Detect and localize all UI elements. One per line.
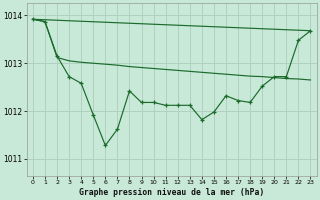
X-axis label: Graphe pression niveau de la mer (hPa): Graphe pression niveau de la mer (hPa) — [79, 188, 264, 197]
